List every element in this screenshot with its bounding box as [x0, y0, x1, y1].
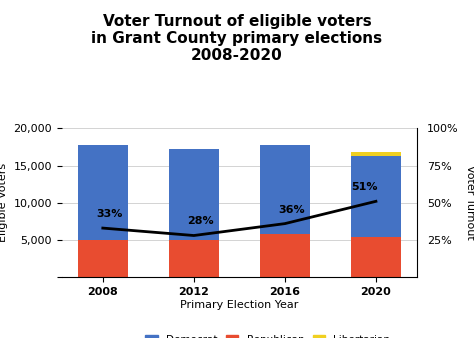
- Bar: [78, 240, 128, 277]
- Text: 36%: 36%: [278, 204, 305, 215]
- Bar: [169, 149, 219, 240]
- X-axis label: Primary Election Year: Primary Election Year: [180, 300, 299, 310]
- Text: 51%: 51%: [351, 182, 377, 192]
- Y-axis label: Eligible Voters: Eligible Voters: [0, 163, 8, 242]
- Bar: [351, 152, 401, 156]
- Text: 33%: 33%: [96, 209, 122, 219]
- Text: Voter Turnout of eligible voters
in Grant County primary elections
2008-2020: Voter Turnout of eligible voters in Gran…: [91, 14, 383, 63]
- Bar: [351, 237, 401, 277]
- Bar: [260, 234, 310, 277]
- Legend: Democrat, Republican, Libertarian: Democrat, Republican, Libertarian: [141, 331, 395, 338]
- Bar: [169, 240, 219, 277]
- Text: 28%: 28%: [187, 216, 213, 226]
- Bar: [260, 145, 310, 234]
- Y-axis label: Voter Turnout: Voter Turnout: [465, 165, 474, 240]
- Bar: [351, 156, 401, 237]
- Bar: [78, 145, 128, 240]
